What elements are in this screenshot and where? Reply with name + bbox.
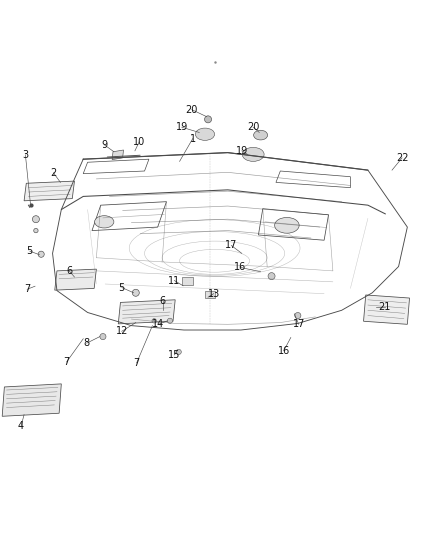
- Text: 7: 7: [134, 358, 140, 368]
- Text: 7: 7: [64, 357, 70, 367]
- Circle shape: [176, 349, 181, 354]
- Text: 22: 22: [396, 153, 408, 163]
- Ellipse shape: [95, 216, 114, 228]
- Text: 17: 17: [225, 240, 237, 251]
- Text: 20: 20: [186, 104, 198, 115]
- Text: 21: 21: [378, 302, 391, 312]
- Ellipse shape: [275, 217, 299, 233]
- Text: 5: 5: [119, 282, 125, 293]
- Text: 11: 11: [168, 276, 180, 286]
- Polygon shape: [112, 150, 124, 159]
- Text: 14: 14: [152, 319, 165, 329]
- Circle shape: [132, 289, 139, 296]
- Circle shape: [38, 251, 44, 257]
- Text: 3: 3: [22, 150, 28, 160]
- Text: 16: 16: [234, 262, 246, 272]
- Text: 9: 9: [101, 140, 107, 150]
- Circle shape: [152, 319, 156, 323]
- Ellipse shape: [195, 128, 215, 140]
- Text: 5: 5: [27, 246, 33, 256]
- Polygon shape: [118, 300, 175, 324]
- Ellipse shape: [254, 130, 268, 140]
- Text: 2: 2: [50, 168, 57, 178]
- Text: 7: 7: [24, 284, 30, 294]
- Text: 4: 4: [18, 422, 24, 431]
- Circle shape: [167, 318, 173, 324]
- Text: 10: 10: [133, 136, 145, 147]
- Polygon shape: [2, 384, 61, 416]
- Circle shape: [268, 273, 275, 280]
- Text: 13: 13: [208, 289, 220, 298]
- Text: 20: 20: [247, 122, 259, 132]
- Polygon shape: [55, 269, 96, 290]
- Ellipse shape: [242, 147, 264, 161]
- Circle shape: [32, 216, 39, 223]
- Text: 6: 6: [160, 296, 166, 305]
- Circle shape: [205, 116, 212, 123]
- Circle shape: [295, 312, 301, 319]
- Text: 15: 15: [168, 350, 180, 360]
- Polygon shape: [364, 295, 410, 324]
- Text: 12: 12: [116, 326, 128, 336]
- Text: 1: 1: [190, 134, 196, 143]
- Text: 19: 19: [176, 122, 188, 132]
- Circle shape: [34, 229, 38, 233]
- Text: 6: 6: [66, 266, 72, 276]
- Text: 17: 17: [293, 319, 305, 329]
- Text: 8: 8: [84, 338, 90, 348]
- Text: 19: 19: [236, 146, 248, 156]
- Polygon shape: [24, 181, 74, 201]
- Polygon shape: [205, 291, 215, 298]
- Text: 16: 16: [278, 345, 290, 356]
- Polygon shape: [182, 277, 193, 285]
- Circle shape: [100, 334, 106, 340]
